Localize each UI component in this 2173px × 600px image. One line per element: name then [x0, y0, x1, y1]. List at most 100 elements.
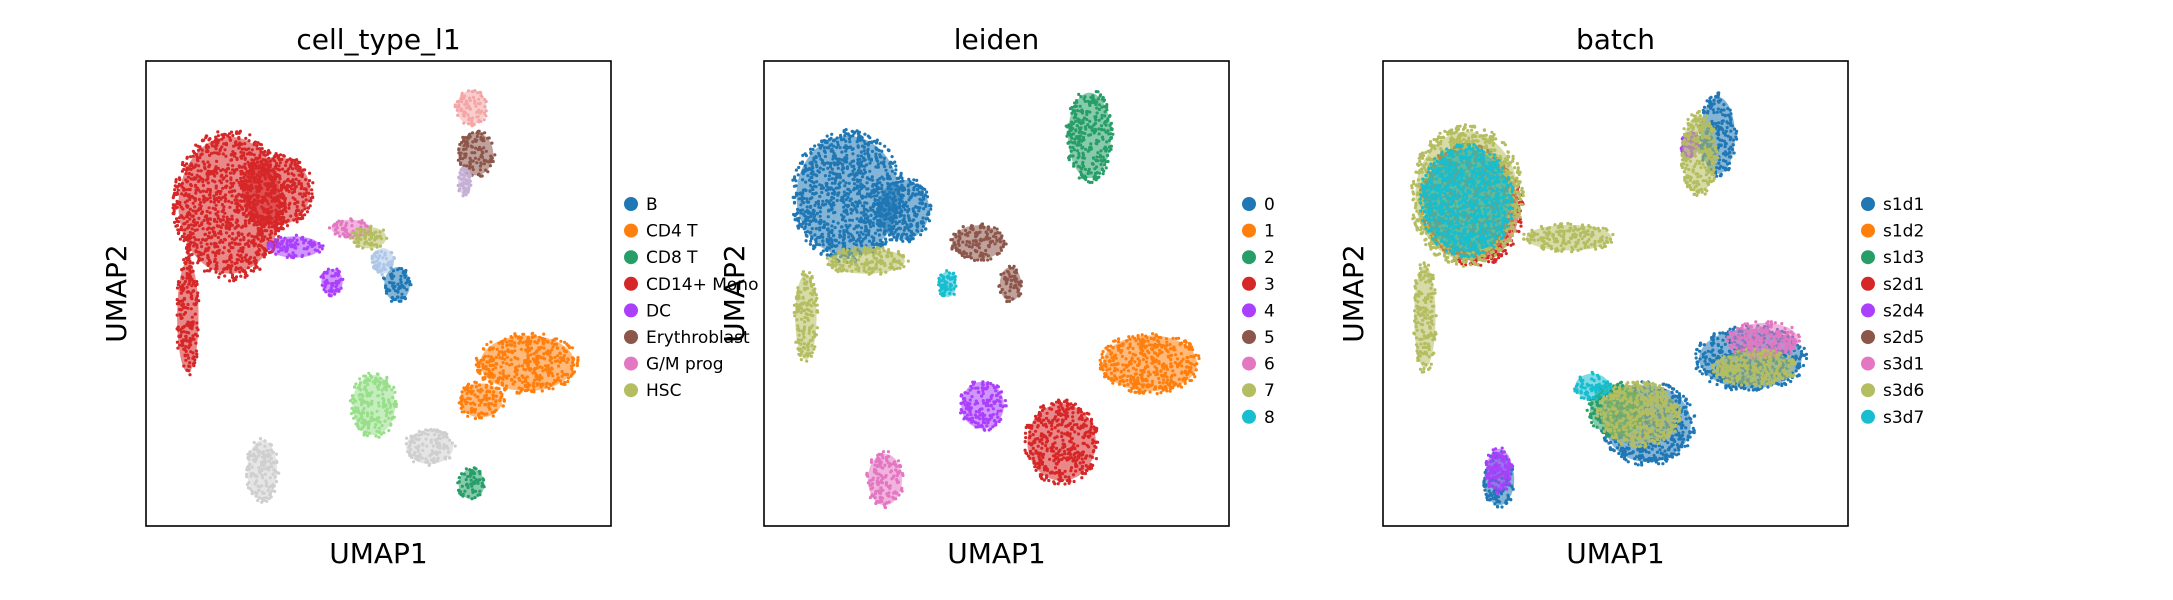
data-point	[235, 261, 239, 265]
data-point	[362, 387, 366, 391]
data-point	[352, 397, 356, 401]
data-point	[566, 379, 570, 384]
data-point	[507, 350, 511, 354]
data-point	[388, 405, 392, 409]
data-point	[471, 488, 475, 492]
data-point	[377, 394, 381, 398]
data-point	[385, 236, 389, 240]
data-point	[500, 342, 505, 346]
data-point	[513, 380, 517, 384]
data-point	[520, 364, 525, 368]
data-point	[220, 133, 224, 137]
data-point	[799, 203, 803, 207]
data-point	[892, 235, 896, 239]
data-point	[359, 412, 363, 416]
data-point	[292, 158, 296, 162]
data-point	[271, 185, 275, 189]
data-point	[257, 166, 261, 170]
data-point	[208, 193, 212, 197]
data-point	[247, 163, 251, 167]
data-point	[553, 378, 557, 382]
data-point	[522, 332, 526, 336]
data-point	[832, 154, 837, 158]
data-point	[808, 231, 813, 235]
data-point	[847, 188, 851, 192]
data-point	[505, 384, 509, 388]
data-point	[894, 188, 898, 192]
data-point	[841, 216, 845, 220]
data-point	[266, 449, 270, 453]
data-point	[829, 136, 833, 140]
data-point	[471, 168, 475, 172]
data-point	[185, 155, 189, 159]
data-point	[504, 374, 508, 379]
data-point	[362, 234, 366, 238]
data-point	[199, 241, 203, 245]
data-point	[838, 181, 842, 185]
data-point	[867, 229, 871, 233]
data-point	[860, 175, 865, 179]
data-point	[878, 142, 882, 146]
data-point	[348, 399, 352, 403]
data-point	[478, 168, 482, 172]
data-point	[489, 340, 493, 344]
data-point	[245, 482, 249, 487]
data-point	[333, 292, 337, 296]
data-point	[848, 140, 852, 144]
data-point	[481, 362, 485, 366]
data-point	[890, 229, 894, 233]
data-point	[369, 224, 373, 228]
data-point	[263, 229, 267, 233]
data-point	[496, 378, 500, 382]
data-point	[264, 484, 268, 488]
data-point	[494, 394, 498, 398]
data-point	[190, 297, 194, 301]
data-point	[219, 189, 223, 193]
data-point	[818, 205, 822, 209]
data-point	[903, 201, 908, 206]
legend-marker-b	[624, 197, 638, 211]
data-point	[1179, 385, 1184, 389]
data-point	[830, 132, 834, 136]
data-point	[523, 361, 527, 365]
data-point	[503, 337, 507, 341]
data-point	[481, 412, 485, 416]
data-point	[513, 332, 517, 336]
data-point	[221, 168, 225, 172]
data-point	[387, 428, 391, 433]
data-point	[809, 237, 814, 241]
data-point	[480, 484, 484, 488]
data-point	[884, 168, 888, 172]
data-point	[473, 416, 477, 421]
data-point	[217, 224, 221, 228]
data-point	[499, 390, 503, 394]
data-point	[295, 208, 299, 212]
data-point	[492, 374, 496, 378]
data-point	[380, 388, 384, 392]
data-point	[401, 284, 405, 288]
data-point	[921, 195, 926, 199]
data-point	[457, 175, 461, 179]
data-point	[211, 250, 215, 254]
data-point	[189, 343, 193, 347]
data-point	[864, 224, 868, 228]
data-point	[299, 182, 303, 186]
data-point	[791, 195, 795, 199]
data-point	[535, 366, 540, 370]
data-point	[194, 298, 198, 302]
data-point	[467, 188, 471, 192]
data-point	[514, 366, 518, 370]
data-point	[405, 288, 409, 292]
data-point	[485, 412, 489, 416]
data-point	[521, 375, 525, 379]
data-point	[861, 195, 865, 199]
data-point	[875, 140, 879, 144]
data-point	[194, 143, 198, 147]
data-point	[912, 186, 916, 190]
data-point	[180, 341, 185, 345]
data-point	[865, 142, 870, 146]
data-point	[235, 258, 239, 262]
data-point	[921, 224, 925, 228]
data-point	[891, 203, 895, 207]
